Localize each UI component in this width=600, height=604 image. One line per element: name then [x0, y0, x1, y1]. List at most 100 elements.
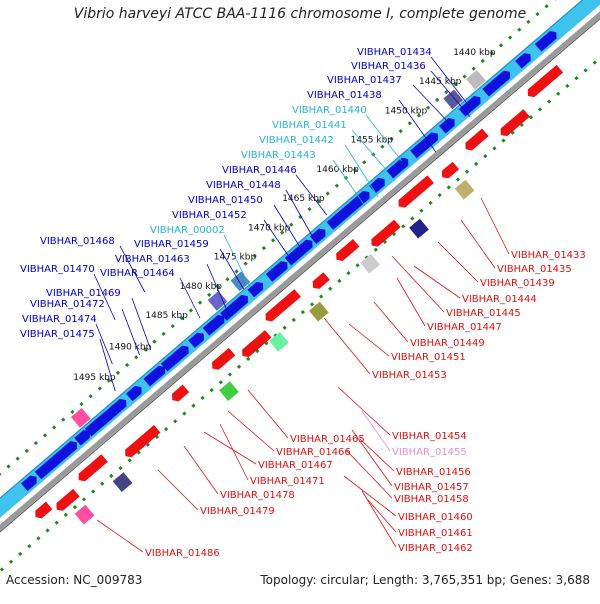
forward-gene-arrow	[386, 157, 409, 179]
gene-label-connector	[437, 241, 479, 283]
gene-label-bottom: VIBHAR_01460	[398, 512, 473, 523]
gene-label-bottom: VIBHAR_01439	[480, 278, 555, 289]
gene-label-bottom: VIBHAR_01455	[392, 447, 467, 458]
feature-box	[409, 218, 429, 239]
reverse-gene-arrow	[371, 219, 401, 247]
gene-label-connector	[343, 475, 397, 517]
reverse-gene-arrow	[172, 384, 190, 402]
gene-label-top: VIBHAR_01450	[188, 195, 263, 206]
gene-label-top: VIBHAR_01464	[100, 268, 175, 279]
gene-label-bottom: VIBHAR_01454	[392, 431, 467, 442]
reverse-gene-arrow	[527, 64, 564, 98]
forward-gene-arrow	[309, 228, 326, 244]
gene-label-top: VIBHAR_01452	[172, 210, 247, 221]
gene-label-connector	[219, 423, 249, 481]
gene-label-top: VIBHAR_01469	[46, 288, 121, 299]
map-title: Vibrio harveyi ATCC BAA-1116 chromosome …	[73, 6, 527, 22]
gene-label-connector	[480, 197, 510, 255]
gene-label-top: VIBHAR_01446	[222, 165, 297, 176]
forward-gene-arrow	[284, 239, 313, 266]
ruler-tick-label: 1440 kbp	[453, 48, 496, 58]
gene-label-connector	[206, 263, 230, 317]
ruler-tick-label: 1465 kbp	[282, 194, 325, 204]
feature-box	[454, 179, 475, 200]
gene-label-connector	[460, 219, 496, 269]
gene-label-top: VIBHAR_01440	[292, 105, 367, 116]
feature-box	[309, 301, 329, 322]
gene-label-top: VIBHAR_01459	[134, 239, 209, 250]
forward-gene-arrow	[482, 70, 511, 97]
feature-box	[207, 290, 228, 311]
gene-label-connector	[337, 386, 391, 436]
forward-gene-arrow	[84, 415, 107, 437]
backbone-edge	[0, 18, 600, 533]
gene-label-top: VIBHAR_01470	[20, 264, 95, 275]
gene-label-connector	[227, 410, 275, 452]
ruler-tick-label: 1450 kbp	[385, 106, 428, 116]
gene-label-connector	[295, 174, 328, 216]
ruler-tick-label: 1485 kbp	[145, 311, 188, 321]
ruler-tick-label: 1495 kbp	[73, 373, 116, 383]
forward-gene-arrow	[534, 31, 557, 52]
forward-gene-arrow	[220, 294, 248, 321]
gene-label-top: VIBHAR_01443	[241, 150, 316, 161]
gene-label-connector	[183, 445, 219, 495]
gene-label-connector	[361, 490, 397, 548]
gene-label-top: VIBHAR_01468	[40, 236, 115, 247]
gene-label-connector	[121, 308, 140, 356]
gene-label-top: VIBHAR_01434	[357, 47, 432, 58]
gene-label-bottom: VIBHAR_01456	[396, 467, 471, 478]
gene-label-top: VIBHAR_01472	[30, 299, 105, 310]
gene-label-connector	[398, 99, 437, 153]
gene-label-top: VIBHAR_01438	[307, 90, 382, 101]
gene-label-top: VIBHAR_01448	[206, 180, 281, 191]
gene-label-connector	[179, 277, 201, 319]
gene-label-connector	[131, 297, 152, 351]
forward-gene-arrow	[202, 315, 225, 336]
gene-label-connector	[95, 323, 113, 365]
forward-gene-arrow	[410, 132, 438, 159]
gene-label-bottom: VIBHAR_01447	[427, 322, 502, 333]
reverse-gene-arrow	[212, 347, 236, 370]
forward-gene-arrow	[98, 398, 127, 425]
gene-label-connector	[273, 204, 303, 252]
gene-label-connector	[285, 189, 316, 243]
forward-gene-arrow	[247, 281, 264, 298]
reverse-gene-arrow	[78, 454, 108, 482]
gene-label-bottom: VIBHAR_01453	[372, 370, 447, 381]
feature-box	[112, 472, 133, 492]
gene-label-connector	[263, 219, 292, 261]
gene-label-connector	[351, 429, 393, 487]
gene-label-top: VIBHAR_01442	[259, 135, 334, 146]
gene-label-connector	[247, 389, 289, 439]
gene-label-connector	[344, 144, 379, 198]
gene-label-bottom: VIBHAR_01433	[511, 250, 586, 261]
gene-label-connector	[93, 273, 116, 321]
gene-label-connector	[391, 255, 445, 313]
gene-label-connector	[332, 159, 366, 207]
forward-gene-arrow	[143, 365, 166, 387]
ruler-tick-label: 1455 kbp	[351, 136, 394, 146]
ruler-tick-label: 1480 kbp	[180, 282, 223, 292]
forward-gene-arrow	[21, 475, 37, 491]
gene-label-top: VIBHAR_00002	[150, 225, 225, 236]
gene-label-connector	[99, 338, 116, 392]
feature-box	[360, 253, 381, 274]
feature-box	[230, 271, 251, 292]
feature-box	[70, 407, 91, 428]
gene-label-connector	[359, 438, 395, 472]
reverse-gene-arrow	[265, 289, 301, 322]
feature-box	[466, 69, 486, 90]
gene-label-connector	[373, 301, 409, 343]
gene-label-top: VIBHAR_01437	[327, 75, 402, 86]
gene-label-connector	[361, 410, 391, 452]
forward-gene-arrow	[341, 190, 370, 217]
forward-strand-edge	[0, 0, 584, 499]
gene-label-top: VIBHAR_01475	[20, 329, 95, 340]
feature-box	[74, 504, 95, 525]
forward-gene-arrow	[326, 209, 349, 230]
gene-label-bottom: VIBHAR_01435	[497, 264, 572, 275]
gene-label-connector	[203, 431, 257, 465]
